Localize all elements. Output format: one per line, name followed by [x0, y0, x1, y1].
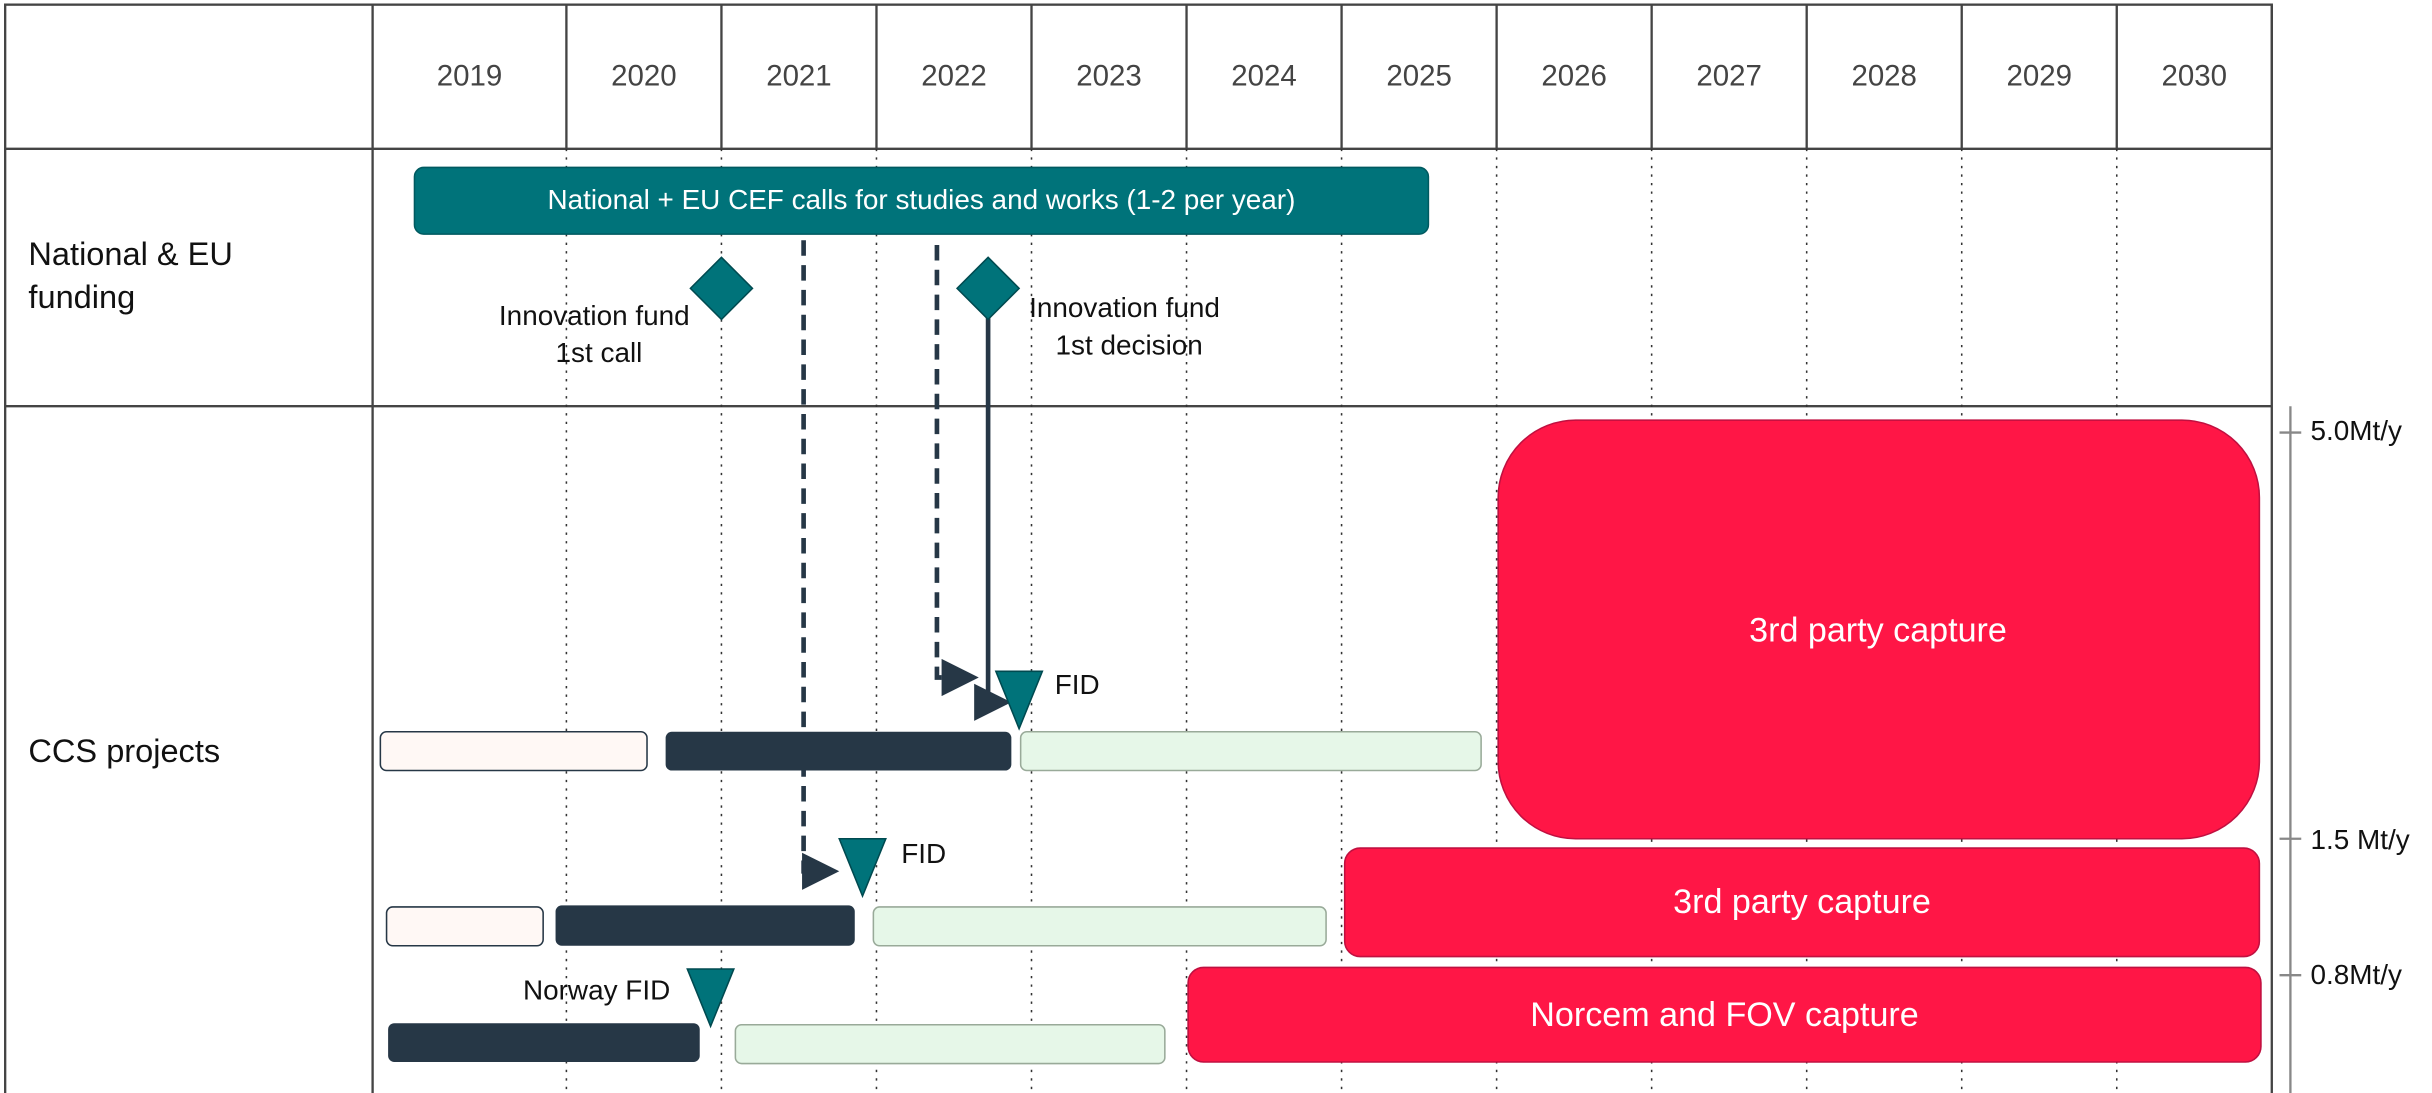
capture-label: 3rd party capture: [1749, 612, 2007, 650]
fid-markers: [686, 670, 1044, 1029]
year-label: 2021: [766, 59, 832, 92]
capture-label: Norcem and FOV capture: [1530, 996, 1918, 1034]
milestone-label: Innovation fund 1st decision: [1029, 292, 1220, 360]
year-label: 2030: [2162, 59, 2228, 92]
year-label: 2022: [921, 59, 987, 92]
milestone-label: Innovation fund 1st call: [499, 300, 690, 368]
scale-label: 1.5 Mt/y: [2311, 824, 2410, 855]
project-bars: [379, 730, 1482, 1065]
year-label: 2028: [1851, 59, 1917, 92]
funding-bar: [413, 166, 1430, 235]
capture-label: 3rd party capture: [1673, 883, 1931, 921]
year-label: 2019: [437, 59, 503, 92]
row-label: CCS projects: [28, 733, 220, 769]
fid-label: FID: [901, 838, 946, 869]
scale-label: 5.0Mt/y: [2311, 415, 2403, 446]
fid-label: FID: [1055, 669, 1100, 700]
capture-block: [1187, 966, 2262, 1063]
year-label: 2029: [2006, 59, 2072, 92]
year-label: 2024: [1231, 59, 1297, 92]
milestone-diamond: [955, 256, 1021, 321]
fid-label: Norway FID: [523, 975, 670, 1006]
milestone-diamond: [689, 256, 754, 321]
row-label: National & EU funding: [28, 235, 232, 314]
funding-bar-label: National + EU CEF calls for studies and …: [547, 184, 1295, 215]
year-label: 2026: [1541, 59, 1606, 92]
year-label: 2020: [611, 59, 677, 92]
year-label: 2027: [1696, 59, 1762, 92]
scale-label: 0.8Mt/y: [2311, 959, 2403, 990]
connectors: [801, 240, 1012, 890]
scale-axis: [2279, 406, 2302, 1093]
capture-block: [1343, 847, 2261, 958]
year-label: 2025: [1386, 59, 1452, 92]
capture-block: [1497, 419, 2261, 840]
year-label: 2023: [1076, 59, 1142, 92]
